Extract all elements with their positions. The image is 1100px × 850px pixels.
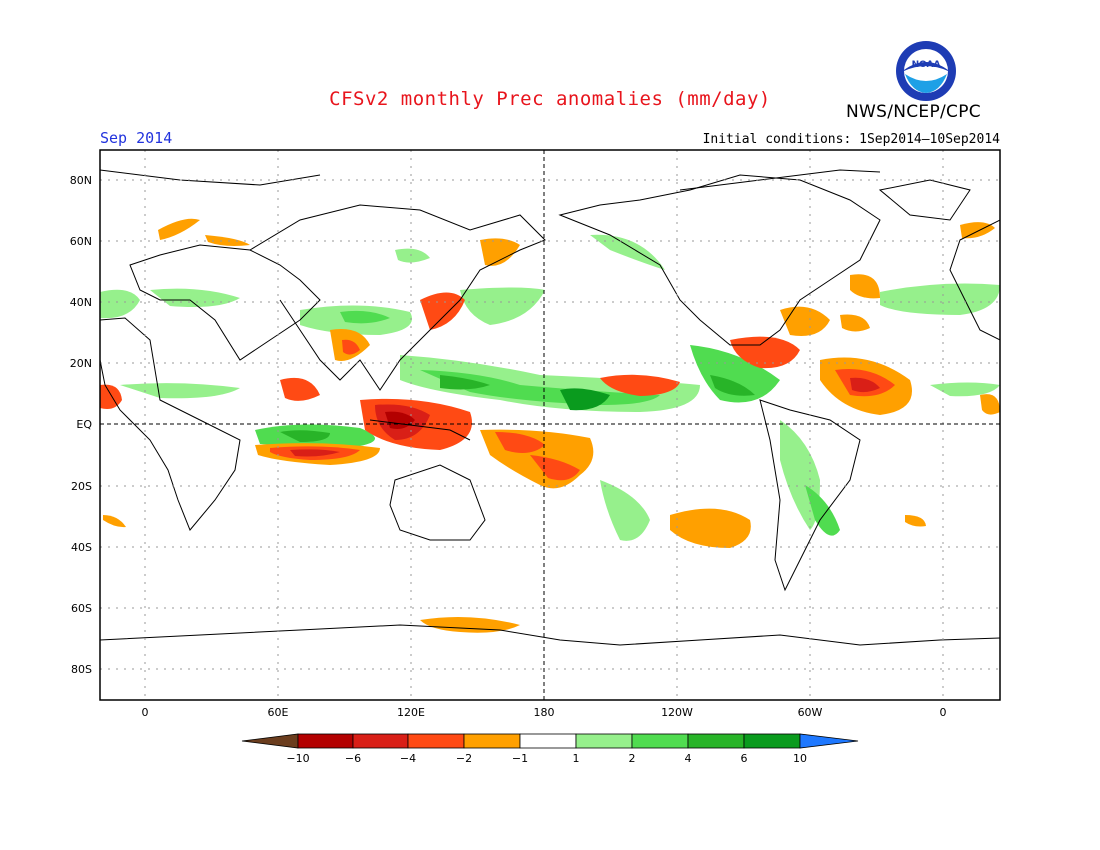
- colorbar-swatch: [352, 733, 409, 749]
- colorbar-labels: −10 −6 −4 −2 −1 1 2 4 6 10: [286, 752, 807, 765]
- initial-conditions-label: Initial conditions: 1Sep2014–10Sep2014: [702, 132, 1000, 147]
- lon-label: 120W: [661, 706, 693, 719]
- colorbar-swatch: [575, 733, 633, 749]
- colorbar-label: −1: [512, 752, 528, 765]
- latitude-labels: 80N 60N 40N 20N EQ 20S 40S 60S 80S: [70, 174, 93, 676]
- lon-label: 0: [142, 706, 149, 719]
- gridlines: [100, 150, 1000, 700]
- lat-label: 20N: [70, 357, 92, 370]
- colorbar-swatch: [631, 733, 689, 749]
- noaa-logo-text: NOAA: [912, 60, 941, 70]
- longitude-labels: 0 60E 120E 180 120W 60W 0: [142, 706, 947, 719]
- colorbar-swatch: [743, 733, 801, 749]
- lat-label: 80S: [71, 663, 92, 676]
- colorbar-label: −2: [456, 752, 472, 765]
- lon-label: 180: [534, 706, 555, 719]
- anomaly-shading: [100, 218, 1000, 633]
- colorbar-low-arrow: [241, 733, 299, 749]
- colorbar-swatch: [687, 733, 745, 749]
- colorbar-label: 10: [793, 752, 807, 765]
- lon-label: 60W: [798, 706, 823, 719]
- organization-label: NWS/NCEP/CPC: [846, 102, 981, 122]
- colorbar-high-arrow: [799, 733, 859, 749]
- coastlines: [99, 169, 1001, 646]
- colorbar: [241, 733, 859, 749]
- lon-label: 60E: [268, 706, 289, 719]
- lon-label: 120E: [397, 706, 425, 719]
- period-label: Sep 2014: [100, 129, 173, 147]
- lat-label: 80N: [70, 174, 92, 187]
- colorbar-label: −10: [286, 752, 309, 765]
- colorbar-swatch: [407, 733, 465, 749]
- map-frame: [99, 149, 1001, 701]
- lat-label: 40S: [71, 541, 92, 554]
- lat-label: 40N: [70, 296, 92, 309]
- colorbar-label: −6: [345, 752, 361, 765]
- colorbar-swatch: [519, 733, 577, 749]
- noaa-logo: NOAA: [896, 41, 956, 101]
- colorbar-swatch: [297, 733, 354, 749]
- colorbar-label: 6: [741, 752, 748, 765]
- colorbar-label: 4: [685, 752, 692, 765]
- colorbar-swatch: [463, 733, 521, 749]
- lon-label: 0: [940, 706, 947, 719]
- lat-label: 60N: [70, 235, 92, 248]
- colorbar-label: 2: [629, 752, 636, 765]
- map-title: CFSv2 monthly Prec anomalies (mm/day): [329, 88, 771, 110]
- colorbar-label: −4: [400, 752, 416, 765]
- colorbar-label: 1: [573, 752, 580, 765]
- lat-label: 20S: [71, 480, 92, 493]
- lat-label: 60S: [71, 602, 92, 615]
- lat-label: EQ: [76, 418, 92, 431]
